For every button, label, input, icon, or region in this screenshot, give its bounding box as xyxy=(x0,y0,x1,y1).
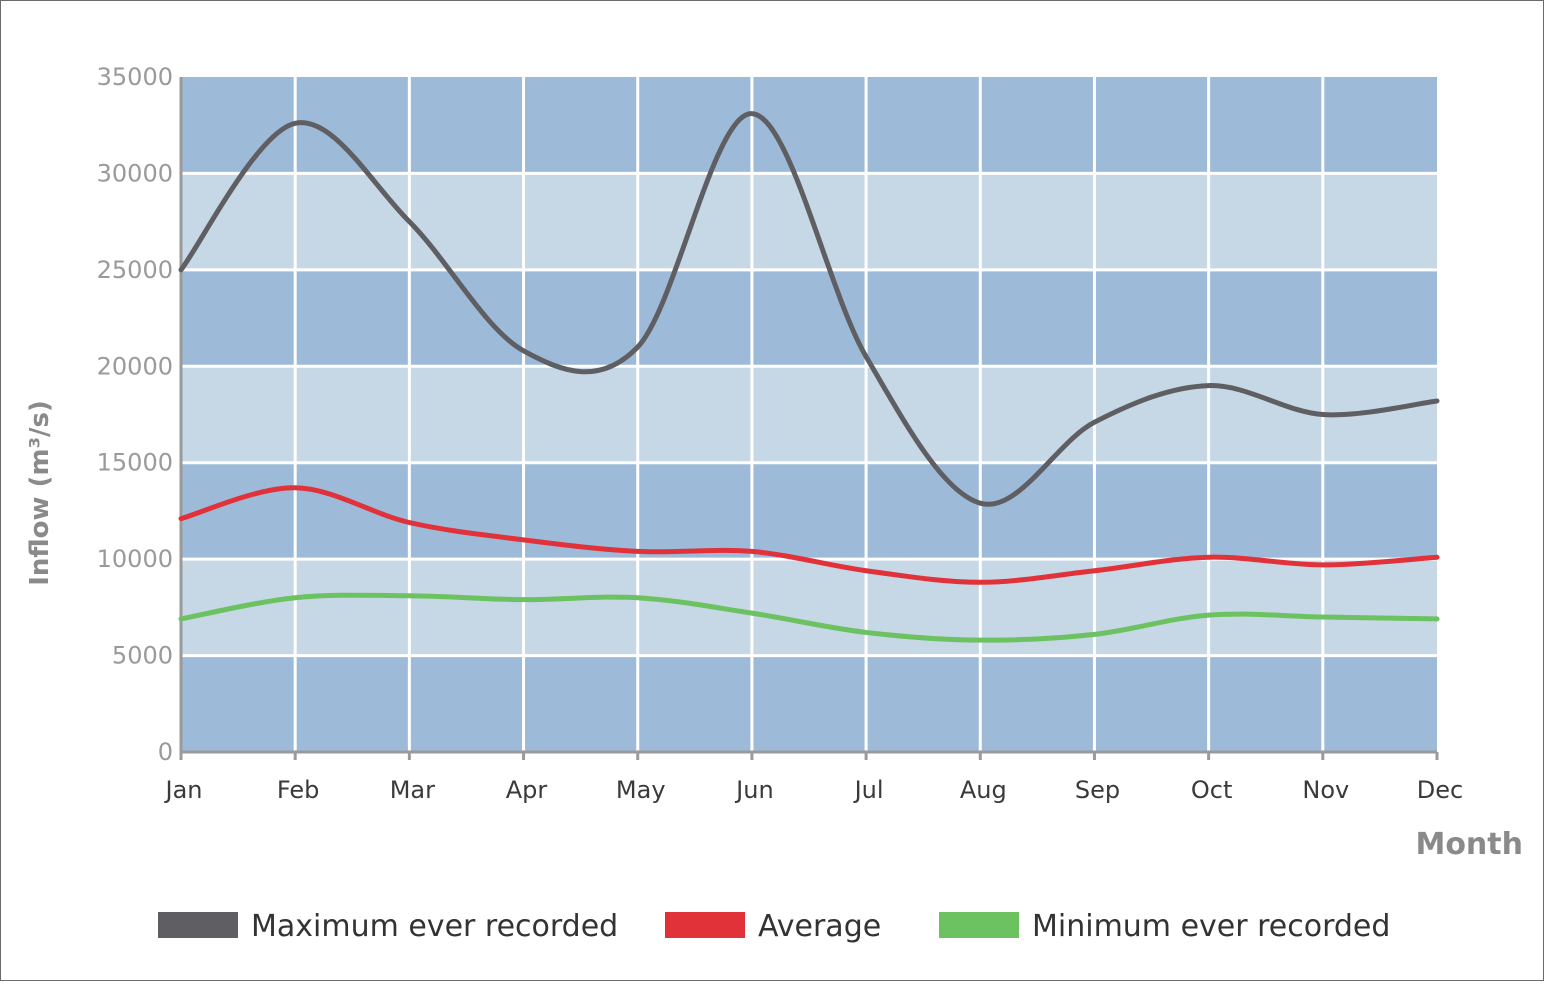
legend-label-3: Minimum ever recorded xyxy=(1032,909,1390,944)
x-tick-label: Aug xyxy=(960,776,1007,804)
legend-swatch-2 xyxy=(665,912,745,938)
series-line-3 xyxy=(178,592,1440,643)
x-tick-label: May xyxy=(616,776,666,804)
band-4 xyxy=(181,269,1437,367)
axes xyxy=(179,77,1439,760)
series-line-1 xyxy=(178,111,1440,507)
series-lines xyxy=(178,111,1440,643)
x-axis-tick-labels: Jan Feb Mar Apr May Jun Jul Aug Sep Oct Nov Dec xyxy=(164,776,1464,804)
band-1 xyxy=(181,559,1437,656)
band-3 xyxy=(181,366,1437,463)
x-tick-label: Mar xyxy=(390,776,435,804)
y-axis-title: Inflow (m³/s) xyxy=(25,400,55,586)
y-tick-label: 30000 xyxy=(97,159,173,187)
x-tick-label: Sep xyxy=(1075,776,1120,804)
y-tick-label: 5000 xyxy=(112,642,173,670)
x-tick-label: Jan xyxy=(164,776,203,804)
x-tick-label: Jul xyxy=(853,776,884,804)
y-tick-label: 10000 xyxy=(97,545,173,573)
y-tick-label: 35000 xyxy=(97,63,173,91)
series-line-2 xyxy=(178,485,1440,585)
x-axis-title: Month xyxy=(1415,827,1523,862)
x-tick-label: Jun xyxy=(734,776,774,804)
x-tick-label: Apr xyxy=(506,776,548,804)
y-tick-label: 0 xyxy=(158,738,173,766)
legend: Maximum ever recorded Average Minimum ever… xyxy=(158,909,1390,944)
legend-swatch-1 xyxy=(158,912,238,938)
x-tick-label: Oct xyxy=(1191,776,1233,804)
band-2 xyxy=(181,462,1437,560)
y-tick-label: 15000 xyxy=(97,449,173,477)
legend-label-2: Average xyxy=(758,909,881,944)
x-tick-label: Nov xyxy=(1302,776,1349,804)
y-axis-tick-labels: 0 5000 10000 15000 20000 25000 30000 35000 xyxy=(97,63,173,766)
x-tick-label: Dec xyxy=(1417,776,1463,804)
band-5 xyxy=(181,173,1437,270)
plot-background-bands xyxy=(181,77,1437,752)
legend-label-1: Maximum ever recorded xyxy=(251,909,618,944)
y-tick-label: 20000 xyxy=(97,352,173,380)
legend-swatch-3 xyxy=(939,912,1019,938)
band-0 xyxy=(181,655,1437,752)
x-tick-label: Feb xyxy=(277,776,320,804)
band-6 xyxy=(181,77,1437,174)
y-tick-label: 25000 xyxy=(97,256,173,284)
